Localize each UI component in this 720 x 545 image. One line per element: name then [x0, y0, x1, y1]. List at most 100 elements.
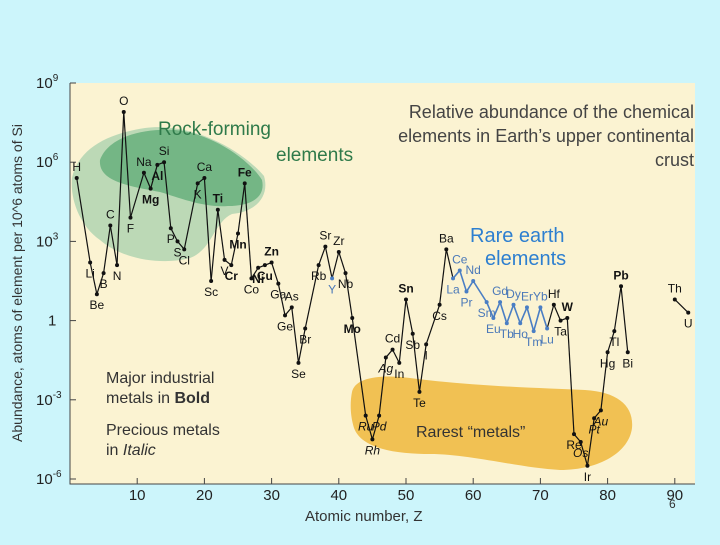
series-segment [203, 178, 212, 282]
series-segment [109, 225, 118, 266]
data-point-ni [256, 265, 261, 270]
data-point-tl [612, 329, 617, 334]
element-label-tb: Tb [500, 327, 514, 341]
series-segment [418, 344, 427, 392]
data-point-cd [390, 347, 395, 352]
element-label-br: Br [299, 333, 311, 347]
element-label-tl: Tl [609, 335, 619, 349]
x-tick-label: 90 [666, 487, 683, 504]
series-segment [183, 183, 199, 250]
element-label-te: Te [413, 396, 426, 410]
y-tick-label: 1 [48, 313, 56, 330]
element-label-n: N [113, 269, 122, 283]
data-point-lu [545, 326, 550, 331]
series-segment [586, 418, 595, 466]
element-label-sc: Sc [204, 285, 218, 299]
element-label-na: Na [136, 155, 152, 169]
element-label-ti: Ti [213, 192, 223, 206]
chart-title: Relative abundance of the chemical eleme… [398, 102, 694, 170]
data-point-pd [377, 413, 382, 418]
series-segment [217, 209, 226, 260]
data-point-re [572, 432, 576, 437]
data-point-mn [236, 231, 240, 236]
element-label-co: Co [244, 282, 260, 296]
series-segment [331, 251, 340, 279]
data-point-v [222, 257, 227, 262]
element-label-li: Li [85, 267, 94, 281]
element-label-zn: Zn [264, 245, 279, 259]
rarest-metals-label: Rarest “metals” [416, 424, 525, 441]
element-label-eu: Eu [486, 322, 501, 336]
series-segment [398, 299, 407, 363]
series-segment [244, 183, 253, 279]
element-label-cr: Cr [225, 269, 239, 283]
data-point-b [101, 271, 106, 276]
series-segment [620, 286, 629, 353]
x-tick-label: 30 [263, 487, 280, 504]
data-point-cs [437, 302, 442, 307]
plot-frame [69, 83, 695, 485]
data-point-cl [182, 247, 187, 252]
data-point-si [162, 160, 167, 165]
data-point-la [451, 276, 456, 281]
series-segment [412, 333, 421, 392]
x-tick-label: 40 [330, 487, 347, 504]
data-point-in [397, 360, 402, 365]
data-point-ba [444, 247, 449, 252]
series-segment [89, 262, 98, 295]
element-label-fe: Fe [238, 165, 252, 179]
data-point-ga [276, 281, 281, 286]
element-label-dy: Dy [506, 287, 521, 301]
series-segment [150, 164, 158, 189]
series-segment [566, 317, 575, 435]
data-point-sm [484, 300, 489, 305]
element-label-s: S [174, 245, 182, 259]
data-point-sr [323, 244, 328, 249]
element-label-gd: Gd [492, 284, 508, 298]
data-point-i [424, 342, 429, 347]
data-point-zr [336, 249, 341, 254]
element-label-hf: Hf [548, 287, 561, 301]
chart-title-box: Relative abundance of the chemical eleme… [398, 102, 694, 170]
data-point-n [115, 263, 120, 268]
element-label-pd: Pd [372, 420, 387, 434]
data-point-yb [538, 305, 543, 310]
element-label-sn: Sn [398, 281, 413, 295]
series-segment [338, 251, 347, 274]
element-label-la: La [446, 282, 460, 296]
element-label-ho: Ho [513, 327, 529, 341]
series-segment [318, 246, 326, 266]
element-label-pr: Pr [460, 296, 472, 310]
element-label-ru: Ru [358, 420, 374, 434]
series-segment [465, 280, 474, 292]
x-tick-label: 20 [196, 487, 213, 504]
element-label-y: Y [328, 282, 336, 296]
element-label-p: P [167, 232, 175, 246]
data-point-ho [518, 321, 523, 326]
data-point-br [303, 326, 308, 331]
element-label-o: O [119, 94, 128, 108]
data-point-cu [262, 263, 267, 268]
element-label-as: As [285, 289, 299, 303]
element-label-sb: Sb [405, 338, 420, 352]
data-point-zn [269, 260, 274, 265]
series-segment [539, 307, 548, 329]
data-point-ru [363, 413, 368, 418]
series-segment [458, 270, 468, 292]
series-segment [250, 267, 259, 279]
series-segment [492, 301, 501, 319]
element-label-ge: Ge [277, 319, 293, 333]
series-segment [163, 162, 172, 229]
series-segment [526, 307, 535, 332]
element-label-bi: Bi [622, 356, 633, 370]
y-tick-label: 109 [36, 73, 59, 92]
data-point-k [195, 181, 200, 186]
data-point-pr [464, 289, 469, 294]
element-label-ta: Ta [554, 325, 567, 339]
data-point-h [74, 176, 79, 181]
element-label-h: H [72, 160, 81, 174]
element-label-er: Er [521, 289, 533, 303]
element-label-c: C [106, 208, 115, 222]
